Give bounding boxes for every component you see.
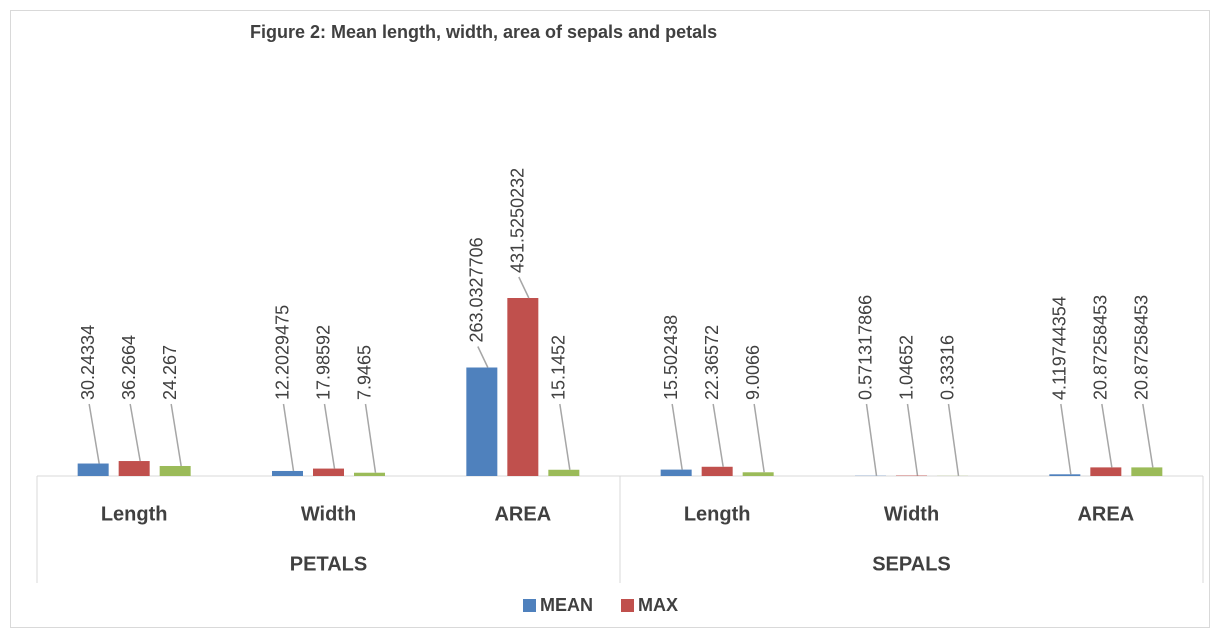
bar [77,463,109,476]
x-tick-label: Width [301,503,356,525]
data-label: 7.9465 [354,345,374,400]
leader-line [323,403,336,469]
legend-swatch [523,599,536,612]
legend-label: MEAN [540,595,593,615]
data-label: 263.0327706 [467,237,487,342]
leader-line [947,403,960,476]
data-label: 15.1452 [549,335,569,400]
data-label: 20.87258453 [1091,295,1111,400]
leader-line [712,403,724,467]
bar [1049,474,1081,476]
chart-border [10,10,1210,628]
leader-line [282,403,295,472]
bar [272,470,303,476]
bar [548,469,580,476]
data-label: 30.24334 [78,325,98,400]
group-label: SEPALS [872,553,951,575]
legend-label: MAX [638,595,678,615]
data-label: 12.2029475 [272,305,292,400]
leader-line [518,276,530,299]
bar [1131,467,1163,476]
group-label: PETALS [290,553,367,575]
leader-line [906,403,919,476]
leader-line [1060,403,1072,475]
x-tick-label: AREA [494,503,551,525]
leader-line [753,403,765,473]
chart-title: Figure 2: Mean length, width, area of se… [250,22,717,42]
legend-swatch [621,599,634,612]
x-tick-label: Length [101,503,168,525]
data-label: 17.98592 [313,325,333,400]
data-label: 0.571317866 [855,295,875,400]
x-tick-label: Length [684,503,751,525]
bar [660,469,692,476]
x-tick-label: AREA [1077,503,1134,525]
x-tick-label: Width [884,503,939,525]
data-label: 22.36572 [702,325,722,400]
leader-line [1101,403,1113,468]
bar [354,472,385,476]
bar [701,466,733,476]
data-label: 36.2664 [119,335,139,400]
leader-line [865,403,878,476]
data-label: 15.502438 [661,315,681,400]
leader-line [364,403,377,473]
bar [507,298,539,476]
bar [742,472,774,476]
bar [313,468,344,476]
data-label: 9.0066 [743,345,763,400]
data-label: 24.267 [160,345,180,400]
leader-line [671,403,683,470]
data-label: 4.119744354 [1050,296,1070,400]
data-label: 0.33316 [937,335,957,400]
bar [466,367,498,476]
bar [118,461,150,476]
leader-line [88,403,100,464]
leader-line [1142,403,1154,468]
leader-line [477,346,489,368]
data-label: 1.04652 [896,335,916,400]
bar [1090,467,1122,476]
leader-line [559,403,571,470]
bar [159,465,191,476]
data-label: 431.5250232 [508,168,528,273]
leader-line [170,403,182,467]
leader-line [129,403,141,462]
data-label: 20.87258453 [1132,295,1152,400]
